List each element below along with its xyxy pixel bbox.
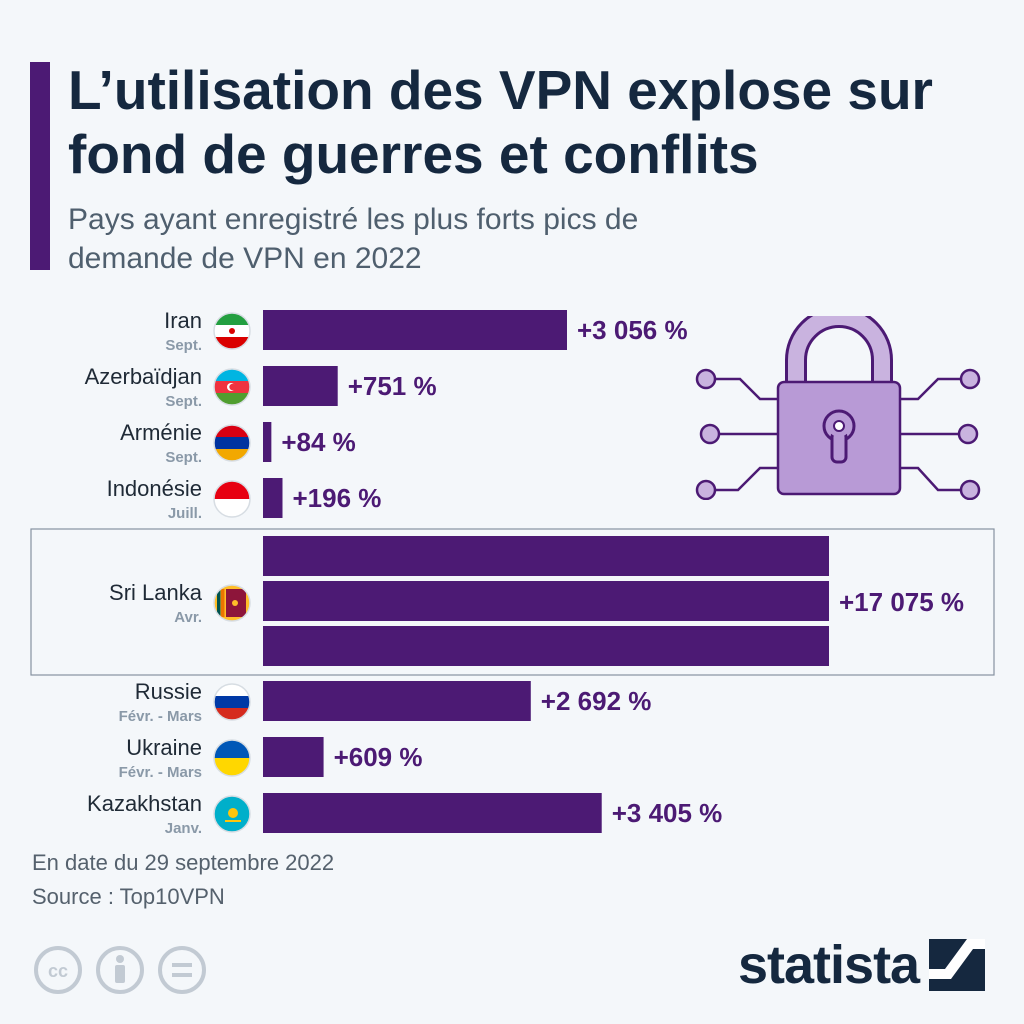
bar — [263, 681, 531, 721]
kazakhstan-flag-icon — [214, 796, 250, 832]
country-label: Russie — [135, 679, 202, 704]
period-label: Avr. — [174, 609, 202, 626]
flag-ring — [213, 739, 251, 777]
flag-ring — [213, 795, 251, 833]
indonesia-flag-icon — [214, 481, 250, 517]
attribution-icon[interactable] — [96, 946, 144, 994]
flag-ring — [213, 312, 251, 350]
flag-ring — [213, 480, 251, 518]
ukraine-flag-icon — [214, 740, 250, 776]
country-label: Azerbaïdjan — [85, 364, 202, 389]
period-label: Févr. - Mars — [119, 764, 202, 781]
bar — [263, 737, 324, 777]
chart-title: L’utilisation des VPN explose sur fond d… — [68, 59, 933, 185]
value-label: +17 075 % — [839, 587, 964, 617]
country-label: Iran — [164, 308, 202, 333]
bar — [263, 310, 567, 350]
period-label: Juill. — [168, 505, 202, 522]
statista-mark-icon — [929, 939, 986, 991]
license-icons: cc — [34, 946, 206, 994]
period-label: Janv. — [165, 820, 202, 837]
value-label: +609 % — [334, 742, 423, 772]
value-label: +84 % — [281, 427, 355, 457]
value-label: +196 % — [292, 483, 381, 513]
cc-icon[interactable]: cc — [34, 946, 82, 994]
sri-lanka-flag-icon — [214, 585, 250, 621]
bar-segment — [263, 536, 829, 576]
country-label: Arménie — [120, 420, 202, 445]
statista-logo[interactable]: statista — [738, 934, 986, 996]
highlight-frame — [30, 528, 995, 676]
bar — [263, 366, 338, 406]
value-label: +751 % — [348, 371, 437, 401]
flag-ring — [213, 584, 251, 622]
bar-segment — [263, 626, 829, 666]
country-label: Ukraine — [126, 735, 202, 760]
chart-subtitle: Pays ayant enregistré les plus forts pic… — [68, 203, 639, 275]
svg-text:cc: cc — [48, 961, 68, 981]
bar — [263, 793, 602, 833]
date-note: En date du 29 septembre 2022 — [32, 850, 335, 875]
bar — [263, 422, 272, 462]
source-note: Source : Top10VPN — [32, 884, 225, 909]
bar-segment — [263, 581, 829, 621]
period-label: Févr. - Mars — [119, 708, 202, 725]
no-derivatives-icon[interactable] — [158, 946, 206, 994]
country-label: Indonésie — [107, 476, 202, 501]
brand-name: statista — [738, 935, 920, 995]
period-label: Sept. — [165, 337, 202, 354]
value-label: +3 405 % — [612, 798, 723, 828]
bar — [263, 478, 283, 518]
flag-ring — [213, 683, 251, 721]
flag-ring — [213, 424, 251, 462]
padlock-circuit-icon — [695, 316, 981, 500]
value-label: +3 056 % — [577, 315, 688, 345]
period-label: Sept. — [165, 393, 202, 410]
value-label: +2 692 % — [541, 686, 652, 716]
period-label: Sept. — [165, 449, 202, 466]
title-accent-bar — [30, 62, 50, 270]
country-label: Sri Lanka — [109, 580, 203, 605]
country-label: Kazakhstan — [87, 791, 202, 816]
flag-ring — [213, 368, 251, 406]
